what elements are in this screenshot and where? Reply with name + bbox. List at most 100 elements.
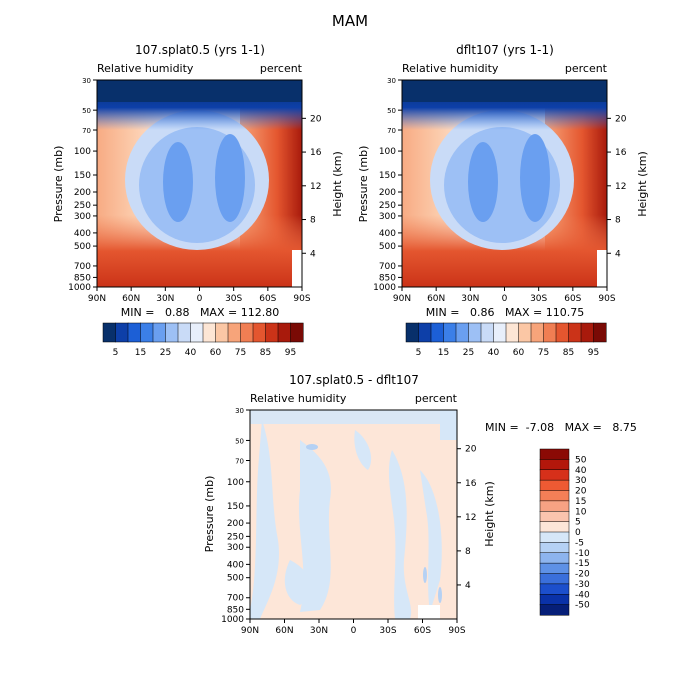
colorbar-label: 60: [210, 348, 222, 358]
colorbar-label: 40: [488, 348, 500, 358]
colorbar-swatch: [443, 322, 457, 343]
height-tick-label: 12: [465, 513, 476, 523]
colorbar-swatch: [190, 322, 204, 343]
colorbar-label: 60: [513, 348, 525, 358]
colorbar-swatch: [430, 322, 445, 343]
y-tick-label: 850: [379, 273, 396, 283]
colorbar-label: 25: [463, 348, 474, 358]
panel-3-stats: MIN = -7.08 MAX = 8.75: [485, 421, 637, 434]
height-tick-label: 16: [310, 148, 322, 158]
height-tick-label: 20: [465, 445, 477, 455]
y-tick-label: 300: [227, 543, 244, 553]
colorbar-swatch: [543, 322, 557, 343]
colorbar-swatch: [539, 511, 570, 523]
y-tick-label: 70: [235, 458, 244, 466]
colorbar-label: 25: [160, 348, 171, 358]
y-tick-label: 1000: [221, 615, 244, 625]
panel-3-ylabel-right: Height (km): [483, 481, 496, 547]
colorbar-label: 40: [185, 348, 197, 358]
panel-3-title: 107.splat0.5 - dflt107: [289, 373, 419, 387]
colorbar-swatch: [202, 322, 217, 343]
colorbar-label: 0: [575, 528, 581, 538]
x-tick-label: 90N: [393, 294, 411, 304]
colorbar-swatch: [539, 594, 570, 606]
panel-3-height-ticks: 20 16 12 8 4: [457, 445, 477, 591]
y-tick-label: 200: [379, 188, 396, 198]
y-tick-label: 500: [74, 242, 91, 252]
height-tick-label: 16: [465, 479, 477, 489]
y-tick-label: 1000: [373, 283, 396, 293]
colorbar-swatch: [539, 542, 570, 554]
colorbar-label: 5: [416, 348, 422, 358]
panel-1-title: 107.splat0.5 (yrs 1-1): [135, 43, 265, 57]
x-tick-label: 90N: [241, 626, 259, 636]
colorbar-swatch: [265, 322, 279, 343]
colorbar-swatch: [140, 322, 154, 343]
panel-1-right-label: percent: [260, 62, 303, 75]
x-tick-label: 60N: [275, 626, 293, 636]
colorbar-swatch: [555, 322, 570, 343]
y-tick-label: 400: [227, 560, 244, 570]
y-tick-label: 200: [227, 519, 244, 529]
colorbar-label: 5: [575, 518, 581, 528]
height-tick-label: 4: [310, 249, 316, 259]
colorbar-swatch: [539, 490, 570, 502]
colorbar-label: -30: [575, 580, 590, 590]
y-tick-label: 850: [227, 605, 244, 615]
colorbar-swatch: [480, 322, 495, 343]
colorbar-label: 30: [575, 476, 587, 486]
colorbar-swatch: [568, 322, 582, 343]
colorbar-swatch: [240, 322, 254, 343]
colorbar-swatch: [539, 459, 570, 471]
height-tick-label: 4: [465, 581, 471, 591]
panel-2-field: [402, 80, 607, 287]
colorbar-label: 75: [235, 348, 246, 358]
x-tick-label: 30N: [461, 294, 479, 304]
x-tick-label: 60N: [122, 294, 140, 304]
colorbar-swatch: [418, 322, 432, 343]
x-tick-label: 30S: [379, 626, 396, 636]
colorbar-swatch: [593, 322, 607, 343]
colorbar-label: -15: [575, 559, 590, 569]
colorbar-swatch: [493, 322, 507, 343]
y-tick-label: 400: [74, 229, 91, 239]
colorbar-swatch: [152, 322, 167, 343]
y-tick-label: 30: [387, 77, 396, 85]
y-tick-label: 100: [227, 478, 244, 488]
colorbar-label: 50: [575, 455, 587, 465]
y-tick-label: 500: [379, 242, 396, 252]
height-tick-label: 20: [310, 114, 322, 124]
x-tick-label: 60N: [427, 294, 445, 304]
colorbar-swatch: [177, 322, 192, 343]
y-tick-label: 150: [379, 171, 396, 181]
x-tick-label: 30S: [530, 294, 547, 304]
panel-2-colorbar: 5 15 25 40 60 75 85 95: [405, 322, 607, 358]
height-tick-label: 12: [310, 182, 321, 192]
panel-1-left-label: Relative humidity: [97, 62, 194, 75]
colorbar-swatch: [252, 322, 267, 343]
colorbar-swatch: [102, 322, 117, 343]
colorbar-label: -20: [575, 570, 590, 580]
panel-1-height-ticks: 20 16 12 8 4: [302, 114, 322, 259]
y-tick-label: 300: [379, 212, 396, 222]
colorbar-swatch: [539, 552, 570, 564]
panel-2-ylabel-right: Height (km): [636, 151, 649, 217]
colorbar-label: -5: [575, 538, 584, 548]
x-tick-label: 60S: [414, 626, 431, 636]
colorbar-label: 85: [260, 348, 271, 358]
colorbar-swatch: [539, 479, 570, 492]
colorbar-swatch: [290, 322, 304, 343]
height-tick-label: 4: [615, 249, 621, 259]
colorbar-label: -10: [575, 549, 590, 559]
y-tick-label: 100: [379, 147, 396, 157]
colorbar-swatch: [518, 322, 532, 343]
colorbar-label: 15: [438, 348, 449, 358]
y-tick-label: 70: [82, 127, 91, 135]
x-tick-label: 60S: [259, 294, 276, 304]
y-tick-label: 700: [379, 262, 396, 272]
colorbar-label: 95: [285, 348, 296, 358]
height-tick-label: 8: [310, 216, 316, 226]
